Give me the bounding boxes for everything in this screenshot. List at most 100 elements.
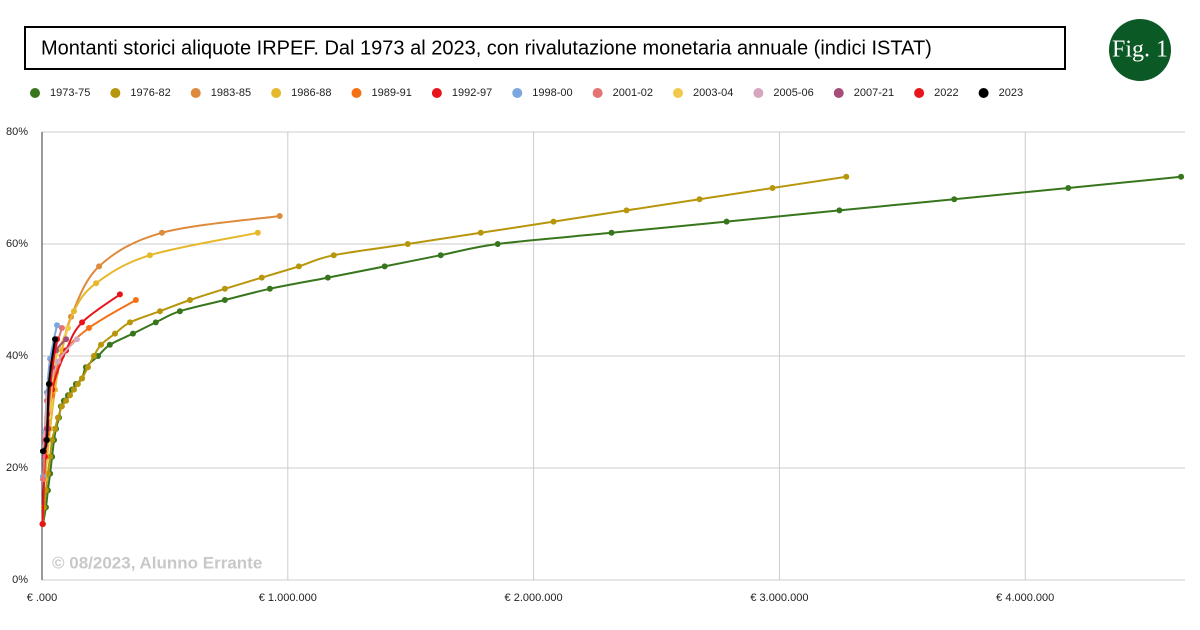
legend-marker [431, 88, 442, 98]
data-point [1065, 185, 1072, 191]
legend-label: 2005-06 [773, 87, 813, 99]
title-box [24, 26, 1066, 70]
data-point [53, 322, 60, 329]
data-point [39, 448, 46, 455]
x-tick-label: € 1.000.000 [259, 592, 317, 604]
data-point [221, 297, 228, 303]
data-point [106, 341, 113, 348]
data-point [63, 336, 70, 343]
data-point [70, 386, 77, 393]
series-line [42, 215, 280, 480]
data-point [129, 330, 136, 337]
legend-marker [592, 88, 603, 98]
data-point [79, 319, 86, 326]
x-tick-label: € .000 [27, 592, 58, 604]
data-point [126, 319, 133, 326]
data-point [39, 521, 46, 527]
data-point [43, 437, 50, 443]
data-point [146, 252, 153, 259]
data-point [45, 381, 52, 387]
x-tick-label: € 2.000.000 [505, 592, 563, 604]
series-line [41, 299, 137, 525]
data-point [95, 353, 102, 359]
data-point [843, 173, 850, 180]
y-tick-label: 0% [12, 574, 28, 586]
data-point [176, 308, 183, 315]
data-point [258, 274, 265, 281]
data-point [158, 229, 165, 236]
series-line [41, 175, 847, 525]
legend-label: 1989-91 [372, 87, 412, 99]
legend-marker [351, 88, 362, 98]
data-point [156, 308, 163, 315]
data-point [112, 330, 119, 337]
data-point [295, 263, 302, 270]
data-point [152, 319, 159, 326]
chart-title: Montanti storici aliquote IRPEF. Dal 197… [41, 37, 932, 59]
legend-label: 1976-82 [130, 87, 170, 99]
data-point [437, 252, 444, 259]
data-point [73, 336, 80, 343]
legend-marker [914, 88, 925, 98]
x-tick-label: € 4.000.000 [996, 592, 1054, 604]
data-point [132, 297, 139, 303]
data-point [84, 364, 91, 371]
data-point [254, 229, 261, 236]
y-tick-label: 40% [6, 350, 28, 362]
data-point [324, 274, 331, 281]
data-point [54, 414, 61, 421]
data-point [550, 218, 557, 225]
legend-label: 1983-85 [211, 87, 251, 99]
data-point [276, 213, 283, 219]
watermark: © 08/2023, Alunno Errante [52, 553, 262, 572]
data-point [74, 381, 81, 387]
data-point [54, 358, 61, 365]
legend-label: 2022 [934, 87, 958, 99]
legend-marker [978, 88, 989, 98]
legend-marker [673, 88, 683, 98]
legend-label: 2023 [999, 87, 1023, 99]
data-point [67, 392, 74, 399]
plot-area: 0% 20% 40% 60% 80% € .000 € 1.000.000 € 2.000.0… [6, 126, 1185, 604]
data-point [52, 336, 59, 343]
data-point [97, 341, 104, 348]
data-point [96, 263, 103, 270]
legend-label: 2003-04 [693, 87, 733, 99]
y-tick-label: 60% [6, 238, 28, 250]
data-point [93, 280, 100, 287]
y-tick-label: 80% [6, 126, 28, 138]
data-point [951, 196, 958, 203]
data-point [85, 325, 92, 331]
data-point [608, 229, 615, 236]
data-point [58, 325, 65, 331]
y-tick-label: 20% [6, 462, 28, 474]
data-point [723, 218, 730, 225]
badge-text: Fig. 1 [1112, 37, 1168, 63]
legend-marker [753, 88, 764, 98]
data-point [186, 297, 193, 303]
data-point [70, 308, 77, 315]
legend-marker [190, 88, 201, 98]
legend-marker [30, 88, 40, 98]
data-point [39, 476, 46, 483]
legend-marker [271, 88, 282, 98]
legend: 1973-75 1976-82 1983-85 1986-88 1989-91 1992-… [30, 87, 1023, 99]
data-point [116, 291, 123, 298]
data-point [330, 252, 337, 259]
legend-label: 1998-00 [532, 87, 572, 99]
data-point [47, 453, 54, 460]
data-point [696, 196, 703, 203]
legend-label: 2001-02 [613, 87, 653, 99]
data-point [58, 403, 65, 410]
data-point [63, 397, 70, 404]
legend-label: 2007-21 [854, 87, 894, 99]
data-point [381, 263, 388, 270]
data-point [1178, 173, 1185, 180]
data-point [266, 285, 273, 292]
data-point [90, 353, 97, 359]
x-tick-label: € 3.000.000 [750, 592, 808, 604]
data-point [52, 425, 59, 432]
data-point [494, 241, 501, 247]
badge [1109, 19, 1171, 81]
legend-label: 1992-97 [452, 87, 492, 99]
